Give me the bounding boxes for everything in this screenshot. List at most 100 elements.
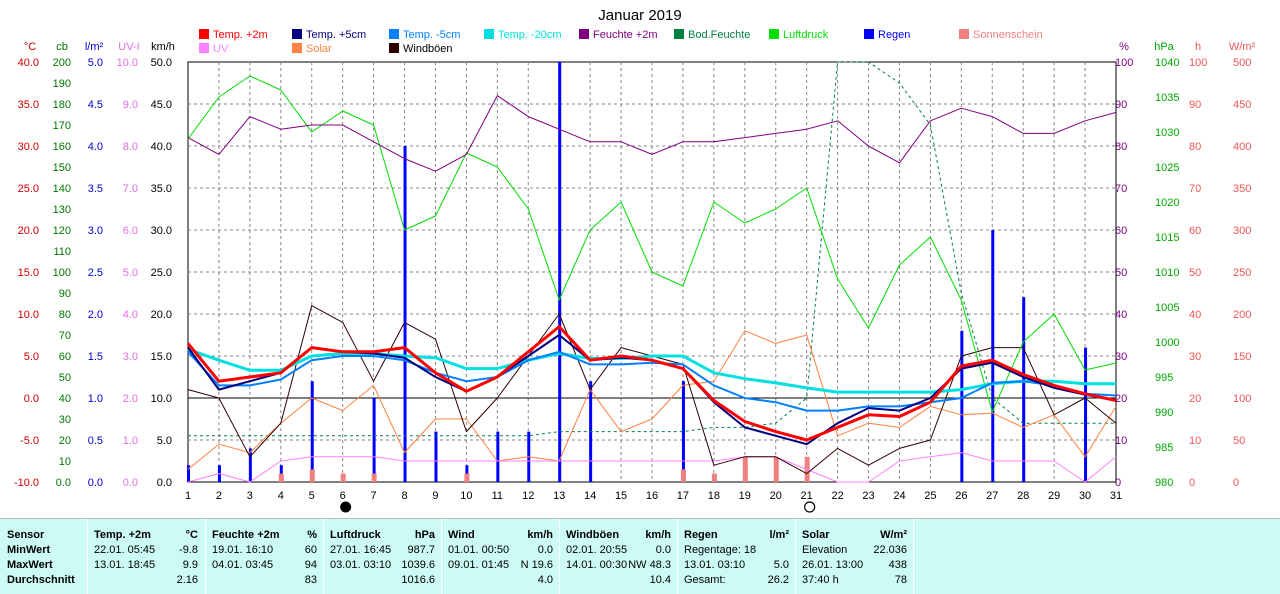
stats-solar-v3: 78 <box>894 574 907 586</box>
axis-2-tick: 1.5 <box>88 351 103 363</box>
axis-unit-2: l/m² <box>85 41 104 53</box>
x-tick-label: 28 <box>1017 490 1029 502</box>
axis-4-tick: 45.0 <box>151 99 172 111</box>
axis-3-tick: 9.0 <box>123 99 138 111</box>
axis-5-tick: 0 <box>1115 477 1121 489</box>
axis-7-tick: 50 <box>1189 267 1201 279</box>
legend: Temp. +2m Temp. +5cm Temp. -5cm Temp. -20cm… <box>199 29 1043 55</box>
stats-table: Sensor MinWert MaxWert Durchschnitt Temp… <box>0 518 1280 594</box>
x-tick-label: 19 <box>739 490 751 502</box>
axis-4-tick: 25.0 <box>151 267 172 279</box>
axis-6-tick: 1035 <box>1155 92 1179 104</box>
legend-swatch <box>674 29 684 39</box>
axis-8-tick: 350 <box>1233 183 1251 195</box>
stats-boen-min-val: 0.0 <box>655 544 671 556</box>
axis-7-tick: 70 <box>1189 183 1201 195</box>
stats-regen-v3: 26.2 <box>767 574 789 586</box>
stats-boen-unit: km/h <box>645 529 671 541</box>
stats-wind-min-val: 0.0 <box>537 544 553 556</box>
axis-1-tick: 160 <box>53 141 71 153</box>
series-line-4 <box>187 95 1117 172</box>
axis-0-tick: -5.0 <box>20 435 39 447</box>
stats-regen-l1: Regentage: 18 <box>684 544 757 556</box>
stats-luftdruck-title: Luftdruck <box>330 529 381 541</box>
axis-6-tick: 1010 <box>1155 267 1179 279</box>
rain-bar <box>187 465 190 482</box>
axis-1-tick: 70 <box>59 330 71 342</box>
axis-0-tick: 30.0 <box>18 141 39 153</box>
sunshine-bar <box>773 456 779 482</box>
stats-feuchte-max-time: 04.01. 03:45 <box>212 559 274 571</box>
stats-feuchte-unit: % <box>307 529 317 541</box>
axis-8-tick: 500 <box>1233 57 1251 69</box>
axis-2-tick: 3.0 <box>88 225 103 237</box>
axis-6-tick: 1030 <box>1155 127 1179 139</box>
axis-unit-5: % <box>1119 41 1129 53</box>
axis-8-tick: 300 <box>1233 225 1251 237</box>
legend-swatch <box>389 43 399 53</box>
stats-regen-unit: l/m² <box>769 529 789 541</box>
axis-4-tick: 35.0 <box>151 183 172 195</box>
x-tick-label: 5 <box>309 490 315 502</box>
x-tick-label: 8 <box>401 490 407 502</box>
stats-solar-l3: 37:40 h <box>802 574 839 586</box>
series-line-3 <box>187 347 1116 394</box>
axis-1-tick: 110 <box>53 246 71 258</box>
axis-3-tick: 4.0 <box>123 309 138 321</box>
legend-label: Bod.Feuchte <box>688 29 750 41</box>
rain-bar <box>403 146 407 482</box>
stats-boen-min-time: 02.01. 20:55 <box>566 544 628 556</box>
axis-2-tick: 4.5 <box>88 99 103 111</box>
chart-title: Januar 2019 <box>598 7 681 24</box>
sunshine-bar <box>340 473 346 482</box>
axis-unit-7: h <box>1195 41 1201 53</box>
stats-solar-title: Solar <box>802 529 830 541</box>
axis-3-tick: 8.0 <box>123 141 138 153</box>
axis-6-tick: 980 <box>1155 477 1173 489</box>
stats-regen: Regen l/m² Regentage: 18 13.01. 03:10 5.0… <box>678 519 796 594</box>
stats-wind-title: Wind <box>448 529 475 541</box>
sunshine-bar <box>371 473 377 482</box>
legend-label: Solar <box>306 43 332 55</box>
axis-2-tick: 5.0 <box>88 57 103 69</box>
x-tick-label: 30 <box>1079 490 1091 502</box>
stats-luftdruck-min-val: 987.7 <box>407 544 435 556</box>
x-tick-label: 16 <box>646 490 658 502</box>
axis-1-tick: 40 <box>59 393 71 405</box>
axis-6-tick: 1040 <box>1155 57 1179 69</box>
series-line-5 <box>188 61 1116 437</box>
legend-label: Sonnenschein <box>973 29 1043 41</box>
legend-label: Windböen <box>403 43 453 55</box>
stats-regen-l2: 13.01. 03:10 <box>684 559 746 571</box>
axis-8-tick: 100 <box>1233 393 1251 405</box>
axis-5-tick: 80 <box>1115 141 1127 153</box>
rain-bar <box>496 431 500 482</box>
stats-regen-v2: 5.0 <box>773 559 789 571</box>
legend-label: Temp. +2m <box>213 29 268 41</box>
stats-wind-avg: 4.0 <box>537 574 553 586</box>
x-tick-label: 17 <box>677 490 689 502</box>
stats-solar-v2: 438 <box>888 559 907 571</box>
legend-swatch <box>959 29 969 39</box>
axis-7-tick: 60 <box>1189 225 1201 237</box>
stats-row-max-label: MaxWert <box>7 559 53 571</box>
axis-6-tick: 995 <box>1155 372 1173 384</box>
stats-boen-avg: 10.4 <box>649 574 671 586</box>
axis-8-tick: 450 <box>1233 99 1251 111</box>
axis-5-tick: 90 <box>1115 99 1127 111</box>
stats-wind-max-time: 09.01. 01:45 <box>448 559 510 571</box>
axis-1-tick: 30 <box>59 414 71 426</box>
x-tick-label: 21 <box>801 490 813 502</box>
stats-row-min-label: MinWert <box>7 544 51 556</box>
x-tick-label: 22 <box>831 490 843 502</box>
axis-1-tick: 10 <box>59 456 71 468</box>
x-tick-label: 25 <box>924 490 936 502</box>
stats-temp-max-time: 13.01. 18:45 <box>94 559 156 571</box>
rain-bar <box>310 381 314 482</box>
stats-luftdruck-avg: 1016.6 <box>401 574 435 586</box>
x-axis: 1 2 3 4 5 6 7 8 9 10 11 12 13 14 15 16 17 18 19 20 21 22 23 24 2… <box>185 490 1122 513</box>
axis-unit-1: cb <box>56 41 68 53</box>
x-tick-label: 27 <box>986 490 998 502</box>
axis-3-tick: 1.0 <box>123 435 138 447</box>
stats-row-avg-label: Durchschnitt <box>7 574 75 586</box>
